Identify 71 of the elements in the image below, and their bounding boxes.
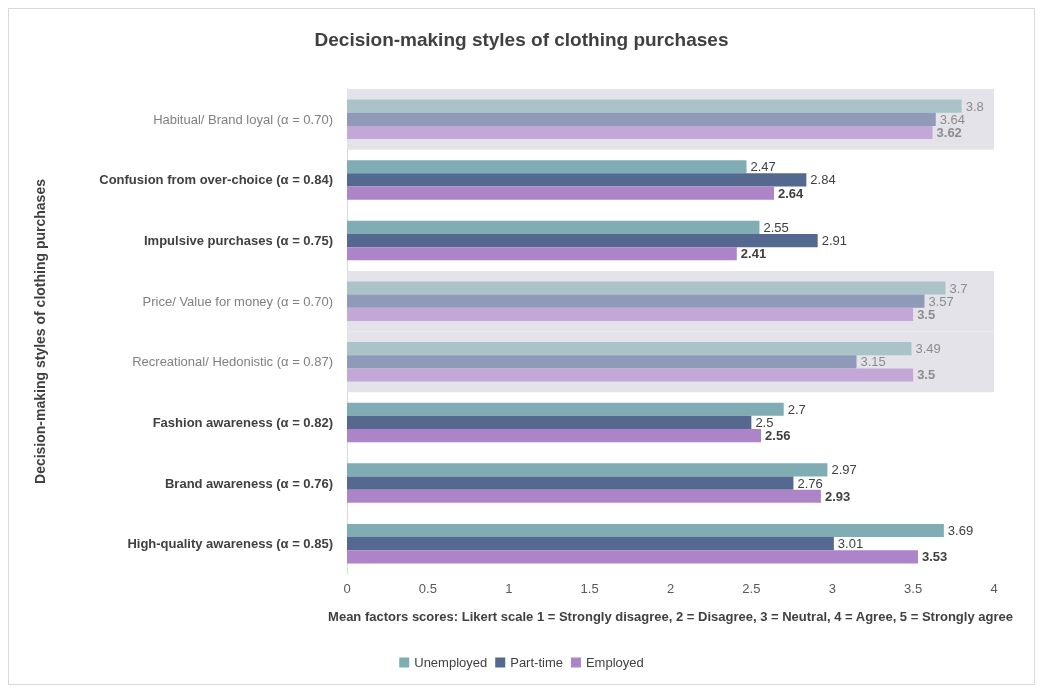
data-label: 2.76 (797, 475, 823, 491)
legend-label: Part-time (510, 655, 563, 670)
bar (347, 550, 918, 564)
data-label: 2.93 (824, 488, 851, 504)
data-label: 3.5 (917, 306, 936, 322)
bar (347, 112, 936, 126)
data-label: 3.69 (947, 523, 974, 539)
y-tick-label: Brand awareness (α = 0.76) (164, 475, 333, 491)
bar (347, 125, 933, 140)
x-axis-title: Mean factors scores: Likert scale 1 = Strongly disagree, 2 = Disagree, 3 = Neutral, 4 = Agree, 5 = Strongly agree (328, 609, 1013, 624)
bar (347, 220, 760, 234)
bar (347, 355, 857, 369)
data-label: 3.49 (915, 341, 941, 357)
x-tick-label: 1 (505, 581, 513, 596)
y-tick-label: High-quality awareness (α = 0.85) (127, 536, 333, 552)
data-label: 2.97 (831, 462, 857, 478)
data-label: 2.55 (763, 219, 789, 235)
data-label: 2.47 (750, 159, 776, 175)
bar (347, 402, 784, 416)
data-label: 3.64 (939, 111, 966, 127)
bar (347, 415, 752, 430)
data-label: 2.41 (740, 246, 767, 262)
data-label: 2.56 (765, 428, 791, 444)
bar (347, 247, 737, 261)
bar (347, 476, 794, 490)
bar (347, 173, 807, 187)
x-tick-label: 1.5 (580, 581, 599, 596)
y-tick-label: Price/ Value for money (α = 0.70) (142, 293, 333, 309)
x-tick-label: 0.5 (418, 581, 437, 596)
data-label: 2.5 (755, 414, 774, 430)
data-label: 2.64 (778, 185, 805, 201)
y-tick-label: Recreational/ Hedonistic (α = 0.87) (132, 354, 333, 370)
data-label: 3.15 (860, 354, 886, 370)
data-label: 2.7 (787, 401, 806, 417)
bar (347, 429, 762, 443)
bar (347, 186, 775, 200)
legend-label: Unemployed (414, 655, 488, 670)
data-label: 3.8 (965, 98, 984, 114)
data-label: 2.91 (821, 233, 848, 249)
x-tick-label: 3 (828, 581, 836, 596)
bar (347, 489, 821, 503)
bar (347, 281, 946, 295)
bar (347, 233, 818, 248)
bar (347, 294, 925, 308)
bar (347, 160, 747, 174)
x-tick-label: 2 (666, 581, 675, 596)
bar (347, 537, 834, 551)
bar (347, 307, 914, 321)
legend-label: Employed (585, 655, 644, 670)
bar (347, 342, 912, 356)
x-tick-label: 0 (343, 581, 351, 596)
y-tick-label: Impulsive purchases (α = 0.75) (144, 233, 333, 249)
y-tick-label: Habitual/ Brand loyal (α = 0.70) (153, 111, 333, 127)
bar (347, 368, 914, 382)
x-tick-label: 3.5 (904, 581, 923, 596)
data-label: 2.84 (810, 172, 836, 188)
x-tick-label: 4 (990, 581, 998, 596)
data-label: 3.01 (837, 536, 864, 552)
data-label: 3.53 (921, 549, 948, 565)
data-label: 3.5 (917, 367, 936, 383)
data-label: 3.62 (936, 124, 962, 140)
bar (347, 99, 962, 113)
chart-title: Decision-making styles of clothing purchases (314, 29, 729, 50)
y-tick-label: Confusion from over-choice (α = 0.84) (99, 172, 333, 188)
data-label: 3.57 (928, 293, 954, 309)
bar (347, 523, 944, 538)
bar (347, 463, 828, 477)
y-tick-label: Fashion awareness (α = 0.82) (152, 414, 333, 430)
x-tick-label: 2.5 (742, 581, 761, 596)
data-label: 3.7 (949, 280, 968, 296)
y-axis-title: Decision-making styles of clothing purchases (32, 178, 48, 484)
